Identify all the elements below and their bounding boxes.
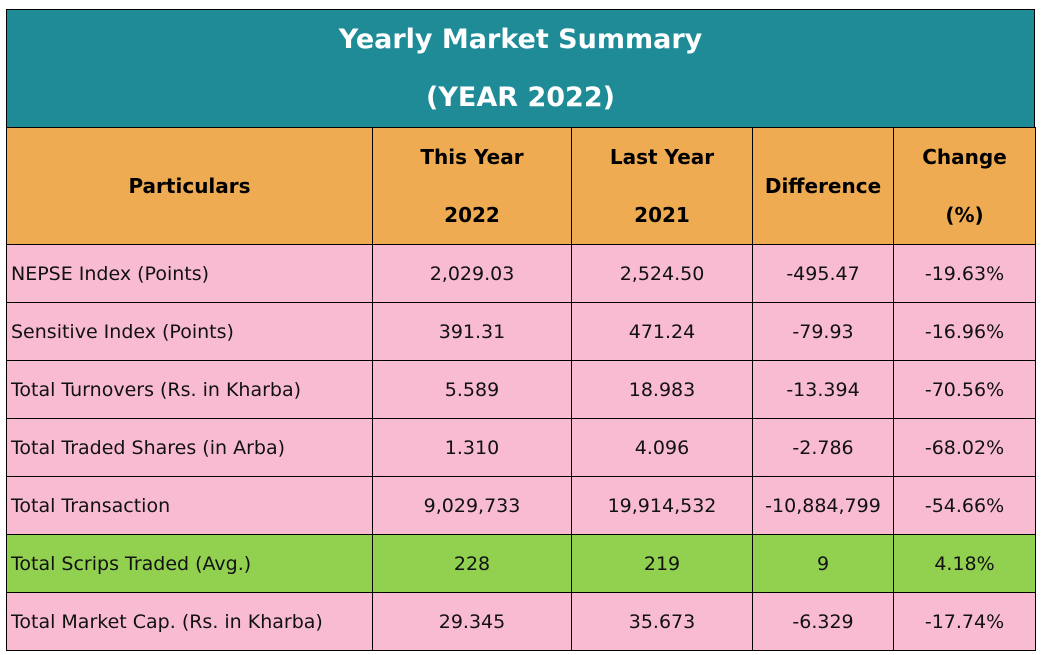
table-row-highlighted: Total Scrips Traded (Avg.) 228 219 9 4.1… [6, 534, 1036, 593]
row-difference: -495.47 [752, 244, 894, 303]
row-this-year: 5.589 [372, 360, 572, 419]
row-particular: Sensitive Index (Points) [6, 302, 373, 361]
row-particular: Total Scrips Traded (Avg.) [6, 534, 373, 593]
row-last-year: 471.24 [571, 302, 753, 361]
row-this-year: 228 [372, 534, 572, 593]
header-row: Particulars This Year 2022 Last Year 202… [6, 127, 1036, 245]
row-difference: -13.394 [752, 360, 894, 419]
row-this-year: 2,029.03 [372, 244, 572, 303]
this-year-value: 2022 [444, 203, 500, 227]
row-change: -17.74% [893, 592, 1036, 651]
row-this-year: 9,029,733 [372, 476, 572, 535]
row-difference: -2.786 [752, 418, 894, 477]
table-row: Total Traded Shares (in Arba) 1.310 4.09… [6, 418, 1036, 477]
row-change: -16.96% [893, 302, 1036, 361]
col-header-change: Change (%) [893, 127, 1036, 245]
market-summary-sheet: Yearly Market Summary (YEAR 2022) Partic… [6, 9, 1036, 651]
row-change: 4.18% [893, 534, 1036, 593]
row-last-year: 35.673 [571, 592, 753, 651]
row-last-year: 219 [571, 534, 753, 593]
row-this-year: 391.31 [372, 302, 572, 361]
title-banner: Yearly Market Summary (YEAR 2022) [6, 9, 1035, 127]
col-header-difference: Difference [752, 127, 894, 245]
row-particular: Total Market Cap. (Rs. in Kharba) [6, 592, 373, 651]
table-row: Total Transaction 9,029,733 19,914,532 -… [6, 476, 1036, 535]
row-difference: -6.329 [752, 592, 894, 651]
row-difference: -10,884,799 [752, 476, 894, 535]
this-year-label: This Year [420, 145, 524, 169]
particulars-label: Particulars [128, 174, 251, 198]
summary-table: Particulars This Year 2022 Last Year 202… [6, 127, 1036, 651]
row-particular: NEPSE Index (Points) [6, 244, 373, 303]
row-this-year: 1.310 [372, 418, 572, 477]
summary-title: Yearly Market Summary [338, 24, 703, 55]
row-last-year: 4.096 [571, 418, 753, 477]
row-this-year: 29.345 [372, 592, 572, 651]
table-row: Sensitive Index (Points) 391.31 471.24 -… [6, 302, 1036, 361]
row-particular: Total Transaction [6, 476, 373, 535]
row-particular: Total Traded Shares (in Arba) [6, 418, 373, 477]
row-change: -68.02% [893, 418, 1036, 477]
table-row: Total Turnovers (Rs. in Kharba) 5.589 18… [6, 360, 1036, 419]
row-change: -19.63% [893, 244, 1036, 303]
row-particular: Total Turnovers (Rs. in Kharba) [6, 360, 373, 419]
row-difference: -79.93 [752, 302, 894, 361]
summary-year: (YEAR 2022) [426, 82, 615, 113]
row-last-year: 18.983 [571, 360, 753, 419]
difference-label: Difference [764, 174, 882, 198]
row-last-year: 2,524.50 [571, 244, 753, 303]
col-header-last-year: Last Year 2021 [571, 127, 753, 245]
row-change: -70.56% [893, 360, 1036, 419]
last-year-value: 2021 [634, 203, 690, 227]
col-header-particulars: Particulars [6, 127, 373, 245]
table-row: NEPSE Index (Points) 2,029.03 2,524.50 -… [6, 244, 1036, 303]
row-last-year: 19,914,532 [571, 476, 753, 535]
change-unit: (%) [945, 203, 984, 227]
change-label: Change [922, 145, 1007, 169]
col-header-this-year: This Year 2022 [372, 127, 572, 245]
table-row: Total Market Cap. (Rs. in Kharba) 29.345… [6, 592, 1036, 651]
row-difference: 9 [752, 534, 894, 593]
last-year-label: Last Year [609, 145, 715, 169]
row-change: -54.66% [893, 476, 1036, 535]
